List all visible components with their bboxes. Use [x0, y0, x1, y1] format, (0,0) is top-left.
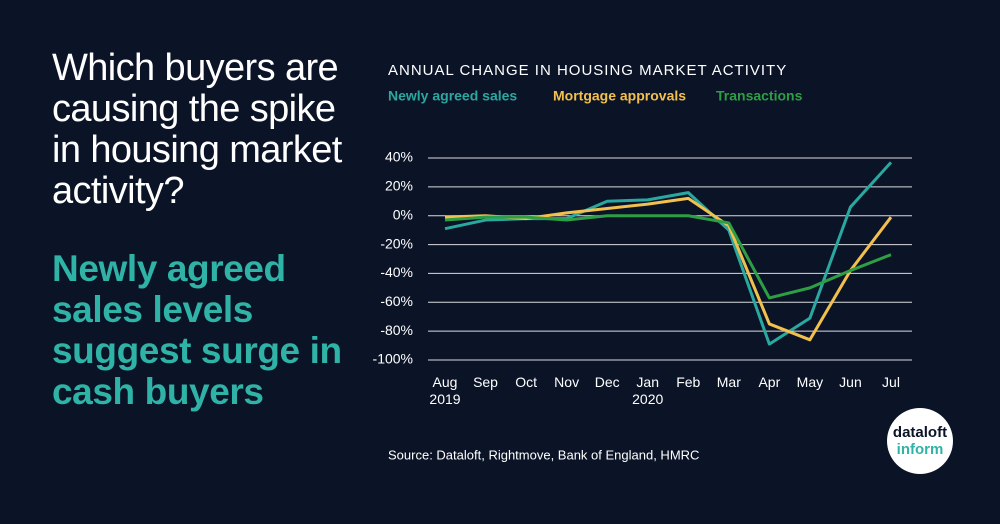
- subheadline: Newly agreed sales levels suggest surge …: [52, 248, 342, 412]
- x-tick-label: Aug 2019: [429, 374, 461, 407]
- logo-text: inform: [897, 441, 944, 458]
- x-tick-label: Jun: [839, 374, 862, 390]
- x-tick-label: Dec: [594, 374, 620, 390]
- x-tick-label: Jul: [882, 374, 900, 390]
- x-tick-label: Feb: [676, 374, 701, 390]
- x-tick-label: May: [796, 374, 824, 390]
- y-tick-label: -40%: [380, 264, 413, 280]
- x-tick-label: Jan 2020: [632, 374, 664, 407]
- x-tick-label: Nov: [554, 374, 580, 390]
- y-tick-label: -80%: [380, 322, 413, 338]
- data-line: [444, 214, 892, 300]
- headline: Which buyers are causing the spike in ho…: [52, 47, 342, 212]
- legend-entry: Mortgage approvals: [553, 88, 686, 104]
- y-tick-label: 0%: [393, 206, 413, 222]
- x-tick-label: Oct: [515, 374, 537, 390]
- y-tick-label: 20%: [385, 178, 413, 194]
- source: Source: Dataloft, Rightmove, Bank of Eng…: [388, 447, 699, 462]
- x-tick-label: Sep: [473, 374, 498, 390]
- y-tick-label: 40%: [385, 149, 413, 165]
- legend-entry: Transactions: [716, 88, 803, 104]
- chart-title: ANNUAL CHANGE IN HOUSING MARKET ACTIVITY: [388, 62, 787, 79]
- y-tick-label: -60%: [380, 293, 413, 309]
- logo-text: dataloft: [893, 424, 947, 441]
- logo-badge: [887, 408, 953, 474]
- y-tick-label: -20%: [380, 235, 413, 251]
- x-tick-label: Apr: [758, 374, 781, 390]
- y-tick-label: -100%: [373, 351, 413, 367]
- x-tick-label: Mar: [716, 374, 741, 390]
- legend-entry: Newly agreed sales: [388, 88, 517, 104]
